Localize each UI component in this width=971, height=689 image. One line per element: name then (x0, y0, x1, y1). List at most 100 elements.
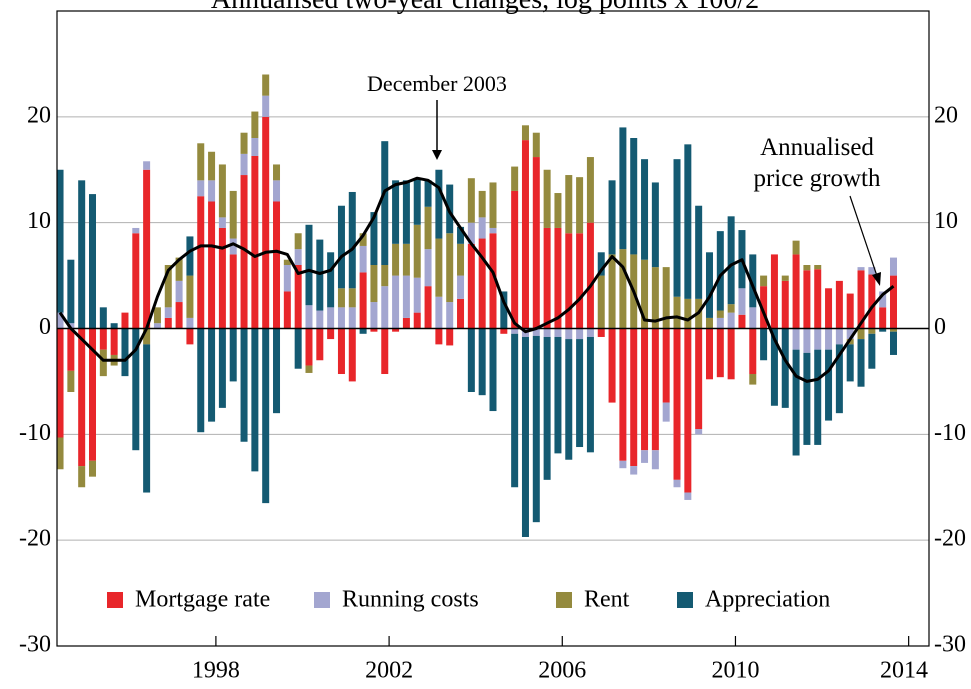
bar-segment (857, 339, 865, 387)
bar-segment (532, 132, 540, 158)
bar-segment (435, 328, 443, 345)
bar-segment (251, 138, 259, 156)
bar-segment (229, 328, 237, 382)
bar-segment (337, 288, 345, 308)
bar-segment (424, 206, 432, 250)
bar-segment (684, 328, 692, 493)
bar-segment (316, 328, 324, 361)
bar-segment (749, 374, 757, 385)
bar-segment (500, 291, 508, 329)
bar-segment (359, 272, 367, 329)
bar-segment (705, 328, 713, 380)
bar-segment (868, 274, 876, 329)
bar-segment (424, 180, 432, 207)
bar-segment (435, 238, 443, 297)
bar-segment (413, 178, 421, 225)
bar-segment (153, 323, 161, 329)
bar-segment (597, 328, 605, 337)
bar-segment (803, 328, 811, 353)
bar-segment (67, 259, 75, 324)
bar-segment (413, 224, 421, 278)
bar-segment (132, 233, 140, 329)
bar-segment (554, 193, 562, 228)
bar-segment (586, 328, 594, 337)
bar-segment (511, 190, 519, 329)
bar-segment (879, 291, 887, 308)
bar-segment (760, 328, 768, 361)
bar-segment (305, 224, 313, 306)
bar-segment (229, 190, 237, 239)
bar-segment (879, 307, 887, 329)
bar-segment (554, 227, 562, 329)
bar-segment (684, 298, 692, 329)
bar-segment (56, 437, 64, 470)
bar-segment (175, 280, 183, 303)
bar-segment (337, 205, 345, 289)
bar-segment (630, 466, 638, 475)
bar-segment (424, 286, 432, 329)
bar-segment (446, 328, 454, 346)
bar-segment (716, 231, 724, 311)
bar-segment (565, 339, 573, 460)
bar-segment (348, 191, 356, 289)
bar-segment (673, 328, 681, 480)
bar-segment (121, 312, 129, 329)
bar-segment (218, 164, 226, 218)
bar-segment (846, 328, 854, 340)
bar-segment (511, 166, 519, 191)
legend-swatch (107, 592, 123, 608)
bar-segment (186, 328, 194, 345)
bar-segment (381, 265, 389, 287)
x-tick-label: 2014 (880, 658, 928, 684)
y-tick-label: 10 (27, 208, 51, 234)
bar-segment (489, 227, 497, 234)
bar-segment (316, 239, 324, 311)
bar-segment (164, 265, 172, 308)
bar-segment (814, 328, 822, 350)
bar-segment (229, 238, 237, 255)
x-tick-label: 2010 (711, 658, 759, 684)
bar-segment (283, 291, 291, 329)
bar-segment (576, 328, 584, 340)
bar-segment (143, 328, 151, 345)
bar-segment (705, 252, 713, 318)
bar-segment (835, 328, 843, 345)
bar-segment (846, 293, 854, 329)
bar-segment (446, 233, 454, 303)
bar-segment (565, 175, 573, 234)
bar-segment (695, 328, 703, 430)
bar-segment (435, 296, 443, 329)
x-tick-label: 2002 (365, 658, 413, 684)
bar-segment (705, 317, 713, 329)
bar-segment (413, 312, 421, 329)
bar-segment (695, 205, 703, 299)
bar-segment (565, 233, 573, 329)
bar-segment (619, 127, 627, 250)
bar-segment (251, 155, 259, 329)
bar-segment (489, 182, 497, 228)
bar-segment (164, 307, 172, 318)
bar-segment (835, 344, 843, 414)
bar-segment (327, 328, 335, 340)
bar-segment (597, 275, 605, 329)
y2-tick-label: -30 (934, 632, 966, 658)
legend-label: Rent (584, 587, 630, 613)
y2-tick-label: 0 (934, 314, 946, 340)
bar-segment (673, 479, 681, 488)
bar-segment (316, 310, 324, 329)
bar-segment (889, 275, 897, 329)
bar-segment (846, 344, 854, 382)
bar-segment (727, 328, 735, 380)
bar-segment (110, 323, 118, 329)
annotation-arrow (849, 195, 878, 277)
bar-segment (78, 466, 86, 488)
bar-segment (110, 328, 118, 355)
bar-segment (641, 450, 649, 463)
legend-label: Running costs (342, 587, 479, 613)
bar-segment (402, 243, 410, 276)
bar-segment (218, 217, 226, 228)
bar-segment (294, 249, 302, 265)
bar-segment (651, 267, 659, 329)
bar-segment (630, 328, 638, 467)
y-tick-label: 0 (39, 314, 51, 340)
